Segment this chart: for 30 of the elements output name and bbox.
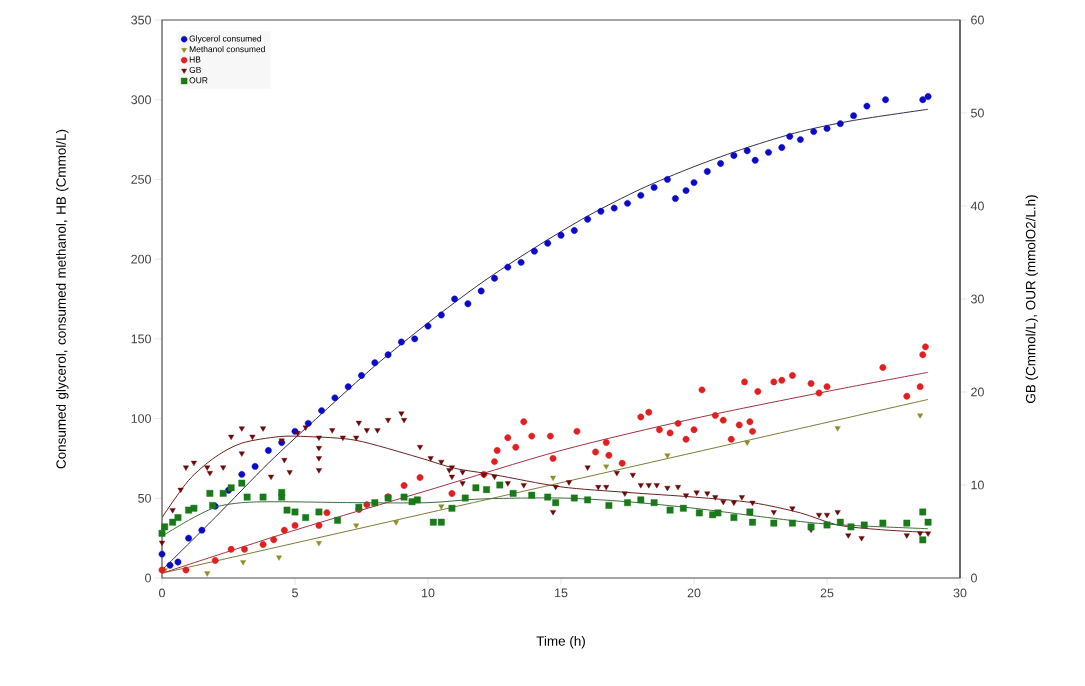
y2-tick-label: 0: [971, 573, 977, 583]
y-tick-label: 350: [131, 15, 151, 25]
x-tick-label: 0: [159, 588, 165, 598]
y-tick-label: 200: [131, 254, 151, 264]
y-tick-label: 300: [131, 95, 151, 105]
y2-tick-label: 30: [971, 294, 984, 304]
y-tick-label: 100: [131, 414, 151, 423]
y-tick-label: 50: [138, 493, 151, 503]
x-tick-label: 25: [820, 588, 834, 598]
x-axis-title: Time (h): [536, 635, 585, 649]
legend-label: GB: [189, 66, 201, 73]
x-tick-label: 5: [292, 588, 298, 598]
legend-label: Glycerol consumed: [189, 35, 262, 44]
x-tick-label: 15: [555, 588, 568, 598]
y-tick-label: 250: [131, 175, 151, 184]
y-tick-label: 150: [131, 334, 151, 344]
x-tick-label: 10: [422, 588, 435, 598]
y2-tick-label: 50: [971, 108, 984, 118]
y-axis-title: Consumed glycerol, consumed methanol, HB (Cmmol/L): [55, 129, 69, 469]
y2-tick-label: 60: [971, 15, 984, 25]
x-tick-label: 20: [687, 588, 701, 598]
y2-tick-label: 20: [971, 387, 984, 397]
y2-tick-label: 10: [971, 480, 984, 490]
x-tick-label: 30: [953, 588, 967, 598]
legend-label: Methanol consumed: [189, 45, 265, 53]
legend-label: OUR: [189, 77, 208, 84]
y2-axis-title: GB (Cmmol/L), OUR (mmolO2/L.h): [1025, 195, 1039, 403]
y2-tick-label: 40: [970, 201, 984, 211]
legend-label: HB: [189, 56, 201, 63]
y-tick-label: 0: [145, 573, 151, 583]
